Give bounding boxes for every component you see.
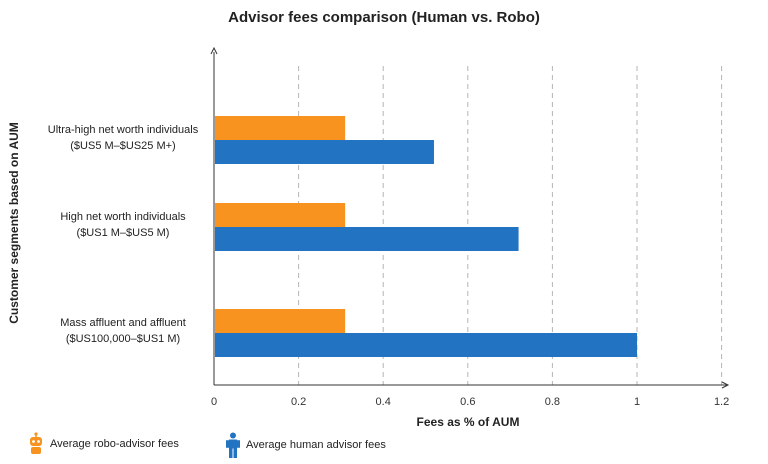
bar-robo <box>215 116 346 140</box>
bar-human <box>215 333 637 357</box>
bar-robo <box>215 309 346 333</box>
x-tick-label: 0.4 <box>376 396 391 408</box>
category-label: ($US100,000–$US1 M) <box>66 333 180 345</box>
legend-item-human: Average human advisor fees <box>226 432 386 458</box>
legend-label-robo: Average robo-advisor fees <box>50 438 179 450</box>
category-label: Mass affluent and affluent <box>60 317 186 329</box>
bar-human <box>215 227 519 251</box>
robot-icon <box>30 432 42 454</box>
legend-label-human: Average human advisor fees <box>246 439 386 451</box>
category-label: High net worth individuals <box>60 211 186 223</box>
x-tick-label: 0.8 <box>545 396 560 408</box>
bar-human <box>215 140 434 164</box>
x-tick-label: 0.6 <box>460 396 475 408</box>
y-axis-label: Customer segments based on AUM <box>7 122 21 324</box>
category-label: ($US5 M–$US25 M+) <box>70 140 175 152</box>
chart-title: Advisor fees comparison (Human vs. Robo) <box>228 9 540 26</box>
legend-item-robo: Average robo-advisor fees <box>28 432 179 456</box>
x-axis-arrow <box>721 381 730 389</box>
x-tick-label: 1 <box>634 396 640 408</box>
x-tick-label: 0.2 <box>291 396 306 408</box>
bar-robo <box>215 203 346 227</box>
y-axis-arrow <box>210 46 218 55</box>
x-tick-label: 1.2 <box>714 396 729 408</box>
person-icon <box>226 432 240 458</box>
x-tick-label: 0 <box>211 396 217 408</box>
x-axis-label: Fees as % of AUM <box>417 415 520 429</box>
category-label: ($US1 M–$US5 M) <box>77 227 170 239</box>
category-label: Ultra-high net worth individuals <box>48 124 199 136</box>
